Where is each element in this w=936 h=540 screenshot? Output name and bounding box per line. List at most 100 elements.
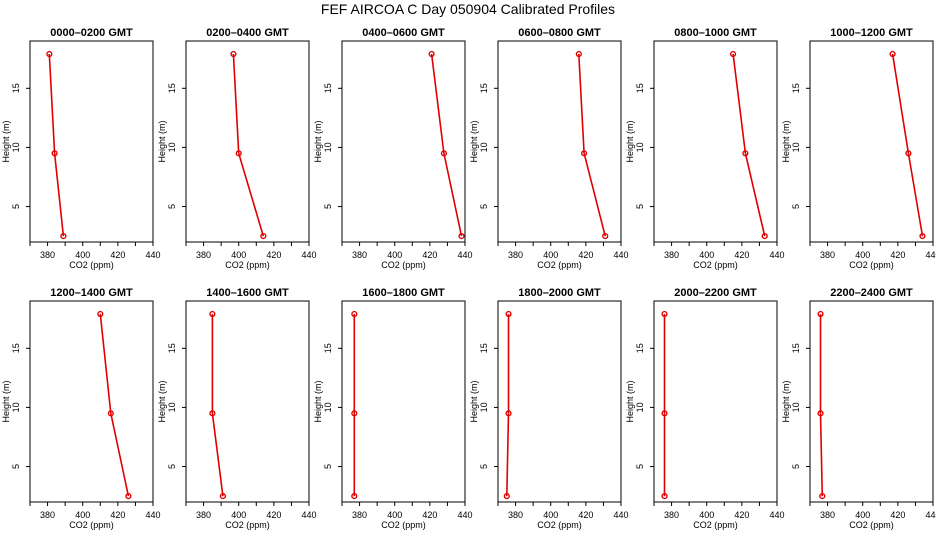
- y-axis-label: Height (m): [781, 120, 791, 162]
- x-axis-label: CO2 (ppm): [537, 260, 582, 270]
- y-tick-label: 5: [167, 464, 177, 469]
- y-tick-label: 5: [791, 464, 801, 469]
- profile-point: [661, 310, 668, 318]
- profile-line: [430, 53, 463, 237]
- plot-frame: [29, 300, 154, 503]
- profile-point: [46, 50, 53, 58]
- x-tick-label: 400: [231, 510, 246, 520]
- plot-frame: [29, 40, 154, 243]
- x-tick-label: 440: [925, 510, 936, 520]
- panel: 2200–2400 GMT 380 400 420 440 5 10 15 CO2 (ppm) H…: [781, 287, 936, 530]
- profile-point: [125, 492, 132, 500]
- profile-line: [211, 314, 224, 497]
- x-tick-label: 380: [352, 250, 367, 260]
- plot-frame: [497, 40, 622, 243]
- y-tick-label: 10: [11, 402, 21, 412]
- x-tick-label: 380: [508, 250, 523, 260]
- x-tick-label: 420: [578, 250, 593, 260]
- profile-line: [232, 53, 265, 237]
- y-axis-label: Height (m): [313, 380, 323, 422]
- x-axis-label: CO2 (ppm): [849, 520, 894, 530]
- x-tick-label: 440: [457, 510, 472, 520]
- plot-frame: [653, 40, 778, 243]
- y-tick-label: 10: [167, 142, 177, 152]
- profile-point: [351, 310, 358, 318]
- y-tick-label: 10: [635, 402, 645, 412]
- plot-frame: [653, 300, 778, 503]
- profile-point: [761, 232, 768, 240]
- profile-point: [351, 492, 358, 500]
- y-axis-label: Height (m): [1, 120, 11, 162]
- profile-line: [578, 53, 606, 237]
- figure-title: FEF AIRCOA C Day 050904 Calibrated Profi…: [321, 1, 615, 17]
- y-tick-label: 15: [11, 343, 21, 353]
- y-tick-label: 10: [479, 402, 489, 412]
- panel: 0400–0600 GMT 380 400 420 440 5 10 15 CO2 (ppm) H…: [313, 27, 473, 270]
- x-tick-label: 420: [422, 250, 437, 260]
- panel-title: 1800–2000 GMT: [518, 287, 601, 299]
- panel-title: 0000–0200 GMT: [50, 27, 133, 39]
- x-tick-label: 440: [301, 250, 316, 260]
- profile-point: [503, 492, 510, 500]
- profile-line: [99, 313, 130, 497]
- profile-point: [575, 50, 582, 58]
- profile-point: [661, 410, 668, 417]
- panel-title: 2200–2400 GMT: [830, 287, 913, 299]
- y-tick-label: 5: [11, 204, 21, 209]
- panel-grid: 0000–0200 GMT 380 400 420 440 5 10 15 CO2 (ppm) H…: [1, 27, 936, 530]
- profile-point: [235, 150, 242, 157]
- plot-frame: [341, 40, 466, 243]
- profile-point: [51, 150, 58, 157]
- x-tick-label: 380: [664, 510, 679, 520]
- x-tick-label: 440: [145, 510, 160, 520]
- y-axis-label: Height (m): [313, 120, 323, 162]
- x-axis-label: CO2 (ppm): [225, 260, 270, 270]
- x-tick-label: 400: [75, 510, 90, 520]
- y-tick-label: 15: [635, 83, 645, 93]
- y-tick-label: 10: [479, 142, 489, 152]
- panel: 0000–0200 GMT 380 400 420 440 5 10 15 CO2 (ppm) H…: [1, 27, 161, 270]
- x-tick-label: 440: [145, 250, 160, 260]
- profile-point: [817, 410, 824, 417]
- y-axis-label: Height (m): [469, 120, 479, 162]
- y-tick-label: 15: [11, 83, 21, 93]
- x-tick-label: 420: [890, 510, 905, 520]
- y-tick-label: 15: [323, 83, 333, 93]
- x-tick-label: 380: [664, 250, 679, 260]
- y-tick-label: 10: [791, 142, 801, 152]
- x-tick-label: 380: [40, 250, 55, 260]
- panel-title: 1000–1200 GMT: [830, 27, 913, 39]
- y-tick-label: 10: [635, 142, 645, 152]
- panel-title: 1600–1800 GMT: [362, 287, 445, 299]
- panel: 2000–2200 GMT 380 400 420 440 5 10 15 CO2 (ppm) H…: [625, 287, 785, 530]
- y-tick-label: 15: [479, 83, 489, 93]
- x-tick-label: 380: [820, 510, 835, 520]
- y-axis-label: Height (m): [157, 120, 167, 162]
- x-tick-label: 380: [196, 250, 211, 260]
- profile-point: [602, 232, 609, 240]
- x-tick-label: 420: [266, 250, 281, 260]
- x-axis-label: CO2 (ppm): [381, 520, 426, 530]
- x-tick-label: 400: [387, 510, 402, 520]
- y-tick-label: 5: [635, 204, 645, 209]
- x-axis-label: CO2 (ppm): [381, 260, 426, 270]
- y-tick-label: 15: [635, 343, 645, 353]
- panel-title: 1400–1600 GMT: [206, 287, 289, 299]
- x-axis-label: CO2 (ppm): [537, 520, 582, 530]
- x-tick-label: 420: [578, 510, 593, 520]
- profile-point: [505, 310, 512, 318]
- x-tick-label: 380: [820, 250, 835, 260]
- y-tick-label: 5: [791, 204, 801, 209]
- y-tick-label: 10: [323, 142, 333, 152]
- panel-title: 2000–2200 GMT: [674, 287, 757, 299]
- profile-point: [209, 410, 216, 417]
- y-axis-label: Height (m): [1, 380, 11, 422]
- x-axis-label: CO2 (ppm): [225, 520, 270, 530]
- x-tick-label: 440: [925, 250, 936, 260]
- panel-title: 0600–0800 GMT: [518, 27, 601, 39]
- plot-frame: [185, 40, 310, 243]
- profile-line: [891, 53, 924, 237]
- x-tick-label: 420: [734, 510, 749, 520]
- x-tick-label: 420: [890, 250, 905, 260]
